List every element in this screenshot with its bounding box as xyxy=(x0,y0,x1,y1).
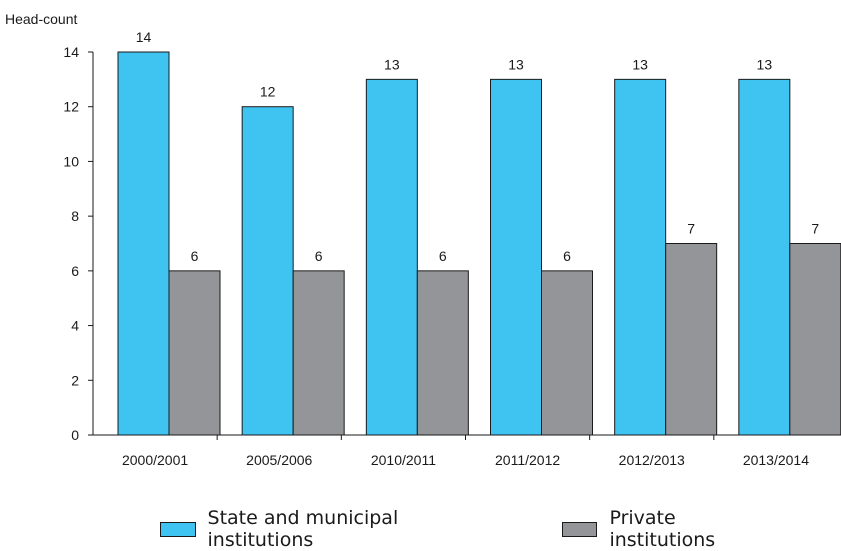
bar xyxy=(241,106,294,436)
data-label: 13 xyxy=(384,56,400,72)
x-tick-label: 2000/2001 xyxy=(122,452,188,468)
bar xyxy=(292,270,345,436)
y-tick-label: 8 xyxy=(71,208,79,224)
bar xyxy=(789,243,841,436)
y-tick-label: 0 xyxy=(71,427,79,443)
y-tick-label: 10 xyxy=(63,153,79,169)
bar xyxy=(738,78,791,436)
data-label: 13 xyxy=(632,56,648,72)
bar xyxy=(416,270,469,436)
legend-label-state: State and municipal institutions xyxy=(207,507,399,551)
data-label: 6 xyxy=(315,248,323,264)
y-tick-label: 12 xyxy=(63,99,79,115)
bar xyxy=(168,270,221,436)
bar xyxy=(665,243,718,436)
y-axis-label: Head-count xyxy=(5,11,77,27)
bar xyxy=(614,78,667,436)
x-tick-label: 2005/2006 xyxy=(246,452,312,468)
bar xyxy=(117,51,170,436)
bar-chart: Head-count 0 2 4 6 8 10 12 14 2000/2001 2005/2006… xyxy=(5,11,841,468)
legend: State and municipal institutions Private… xyxy=(160,507,841,551)
bar xyxy=(365,78,418,436)
data-label: 6 xyxy=(563,248,571,264)
y-tick-label: 6 xyxy=(71,263,79,279)
data-label: 7 xyxy=(811,221,819,237)
legend-label-private: Private institutions xyxy=(609,507,716,551)
data-label: 13 xyxy=(757,56,773,72)
legend-item-state: State and municipal institutions xyxy=(160,507,506,551)
x-tick-label: 2013/2014 xyxy=(743,452,809,468)
legend-swatch-private xyxy=(561,521,598,537)
labels-group: 14 6 12 6 13 6 13 6 13 7 13 7 xyxy=(136,29,820,264)
x-tick-label: 2010/2011 xyxy=(371,452,436,468)
y-tick-label: 2 xyxy=(71,372,79,388)
data-label: 13 xyxy=(508,56,524,72)
data-label: 12 xyxy=(260,84,276,100)
bar xyxy=(490,78,542,436)
data-label: 6 xyxy=(439,248,447,264)
x-tick-label: 2012/2013 xyxy=(619,452,685,468)
bar xyxy=(541,270,593,436)
legend-swatch-state xyxy=(160,521,196,537)
y-tick-label: 4 xyxy=(71,318,79,334)
data-label: 6 xyxy=(191,248,199,264)
data-label: 7 xyxy=(687,221,695,237)
data-label: 14 xyxy=(136,29,152,45)
y-tick-label: 14 xyxy=(63,44,79,60)
x-tick-label: 2011/2012 xyxy=(495,452,560,468)
legend-item-private: Private institutions xyxy=(561,507,785,551)
bars-group xyxy=(117,51,841,436)
axes: 0 2 4 6 8 10 12 14 2000/2001 2005/2006 2010/2011 20… xyxy=(63,44,838,468)
